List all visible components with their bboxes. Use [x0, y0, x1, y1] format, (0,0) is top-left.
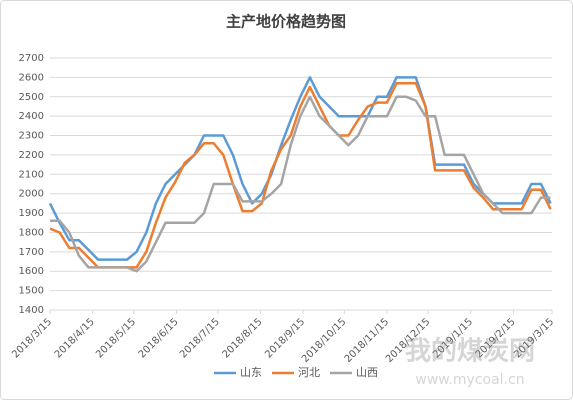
y-tick-label: 1800 [19, 227, 44, 238]
y-tick-label: 1900 [19, 208, 44, 219]
y-tick-label: 1600 [19, 266, 44, 277]
y-tick-label: 2500 [19, 92, 44, 103]
y-tick-label: 2400 [19, 111, 44, 122]
legend-label: 山东 [240, 366, 262, 379]
watermark: 我的煤炭网 www.mycoal.cn [405, 336, 535, 389]
y-tick-label: 2600 [19, 72, 44, 83]
y-tick-label: 2000 [19, 189, 44, 200]
y-tick-label: 1700 [19, 247, 44, 258]
y-tick-label: 2200 [19, 150, 44, 161]
watermark-title: 我的煤炭网 [405, 336, 535, 367]
watermark-url: www.mycoal.cn [415, 372, 524, 388]
series-line [50, 95, 551, 273]
y-tick-label: 2100 [19, 169, 44, 180]
series-line [49, 81, 552, 269]
y-tick-label: 2300 [19, 131, 44, 142]
series-line [48, 76, 552, 261]
y-tick-label: 1400 [19, 305, 44, 316]
chart-title: 主产地价格趋势图 [226, 13, 346, 31]
y-tick-label: 1500 [19, 286, 44, 297]
legend-label: 山西 [356, 366, 378, 379]
legend-label: 河北 [298, 366, 320, 379]
y-tick-label: 2700 [19, 53, 44, 64]
